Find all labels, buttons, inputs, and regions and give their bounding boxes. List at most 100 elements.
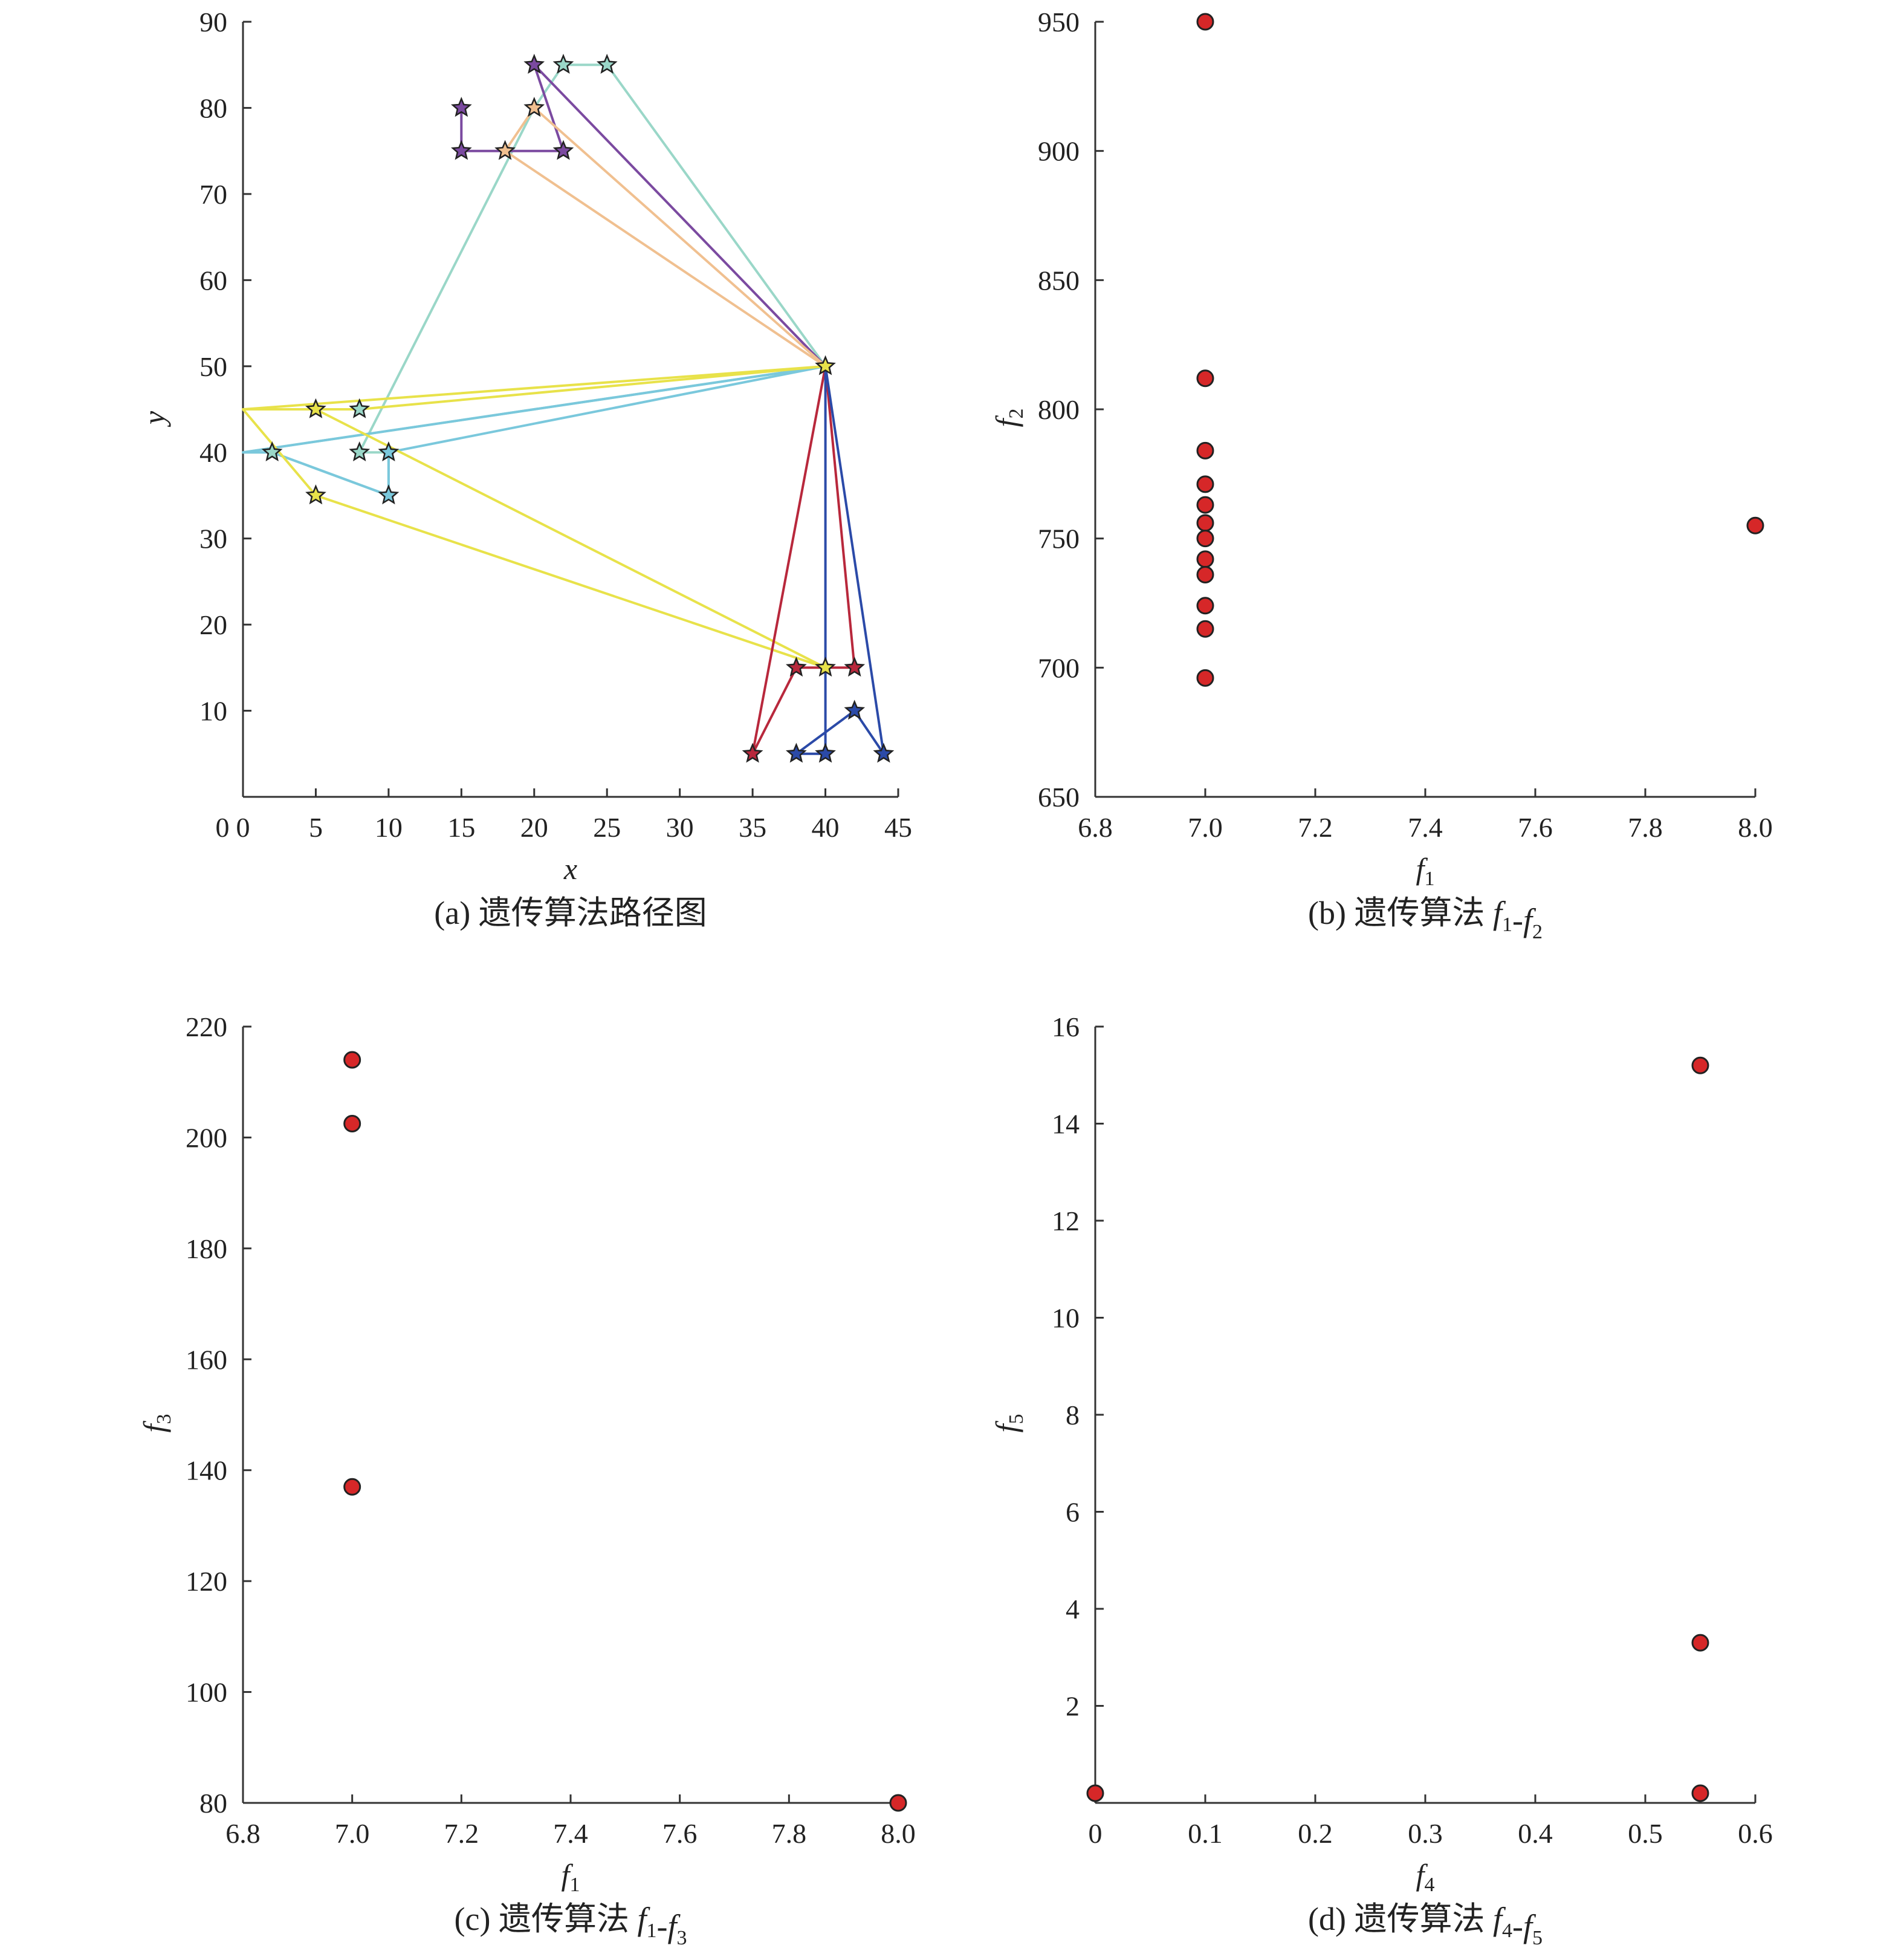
x-tick-label: 8.0 — [1738, 812, 1773, 843]
chart-c: 6.8 7.0 7.2 7.4 7.6 7.8 8.0 80 100 120 140 160 180 20… — [137, 1011, 916, 1948]
route-line-7 — [795, 366, 885, 755]
y-axis-label: f5 — [989, 1414, 1028, 1433]
y-tick-label: 850 — [1038, 265, 1080, 296]
x-tick-label: 7.4 — [1408, 812, 1443, 843]
x-tick-label: 0.3 — [1408, 1818, 1443, 1849]
y-axis-label-text: f3 — [137, 1414, 175, 1433]
y-axis-label: f3 — [137, 1414, 175, 1433]
x-axis-label-text: x — [563, 852, 577, 886]
x-axis-label: f4 — [1416, 1858, 1435, 1896]
x-axis-label-text: f4 — [1416, 1858, 1435, 1896]
y-tick-label: 20 — [199, 609, 227, 640]
x-tick-label: 7.0 — [1188, 812, 1223, 843]
data-point — [343, 1478, 361, 1496]
y-tick-label: 90 — [199, 7, 227, 37]
chart-caption: (a) 遗传算法路径图 — [434, 895, 707, 931]
y-axis-label-text: f2 — [989, 409, 1028, 427]
x-tick-label: 25 — [593, 812, 621, 843]
route-node — [552, 140, 574, 160]
y-tick-label: 6 — [1066, 1497, 1080, 1528]
x-tick-label: 45 — [884, 812, 912, 843]
x-tick-label: 7.0 — [335, 1818, 370, 1849]
route-node — [815, 355, 836, 375]
route-node — [523, 53, 545, 74]
x-tick-label: 6.8 — [225, 1818, 261, 1849]
y-axis-label-text: f5 — [989, 1414, 1028, 1433]
y-tick-label: 2 — [1066, 1691, 1080, 1722]
y-tick-label: 140 — [186, 1455, 227, 1486]
y-tick-label: 220 — [186, 1011, 227, 1042]
y-tick-label: 30 — [199, 524, 227, 554]
x-tick-label: 7.2 — [1298, 812, 1333, 843]
x-tick-label: 15 — [447, 812, 475, 843]
x-tick-label: 0.2 — [1298, 1818, 1333, 1849]
x-axis-label-text: f1 — [1416, 852, 1435, 890]
x-tick-label: 7.6 — [662, 1818, 698, 1849]
y-tick-label: 4 — [1066, 1594, 1080, 1625]
data-point — [1196, 475, 1214, 493]
data-point — [1196, 496, 1214, 514]
x-tick-label: 0.5 — [1628, 1818, 1663, 1849]
route-node — [451, 97, 472, 117]
y-tick-label: 10 — [199, 696, 227, 727]
route-node — [451, 140, 472, 160]
route-node — [844, 657, 866, 677]
y-tick-label: 12 — [1052, 1206, 1080, 1236]
data-point — [1196, 441, 1214, 459]
data-point — [1691, 1634, 1709, 1652]
data-point — [1196, 514, 1214, 532]
data-point — [889, 1794, 907, 1812]
route-node — [494, 140, 516, 160]
data-point — [1196, 550, 1214, 568]
origin-label: 0 — [216, 812, 230, 843]
data-point — [1086, 1784, 1104, 1802]
route-node — [873, 742, 895, 763]
x-tick-label: 6.8 — [1078, 812, 1113, 843]
data-point — [1691, 1784, 1709, 1802]
chart-caption: (c) 遗传算法 f1-f3 — [455, 1901, 687, 1948]
y-axis-label: f2 — [989, 409, 1028, 427]
x-tick-label: 10 — [375, 812, 403, 843]
y-tick-label: 14 — [1052, 1109, 1080, 1140]
route-node — [523, 97, 545, 117]
route-node — [378, 441, 400, 462]
x-tick-label: 7.8 — [772, 1818, 807, 1849]
route-node — [349, 441, 371, 462]
x-tick-label: 40 — [812, 812, 840, 843]
y-tick-label: 100 — [186, 1677, 227, 1708]
x-tick-label: 0 — [236, 812, 250, 843]
chart-caption: (b) 遗传算法 f1-f2 — [1308, 895, 1543, 943]
route-node — [596, 53, 618, 74]
x-axis-label: x — [563, 852, 577, 886]
data-point — [1691, 1056, 1709, 1074]
chart-b: 6.8 7.0 7.2 7.4 7.6 7.8 8.0 650 700 750 800 850 900 9… — [989, 7, 1773, 943]
chart-d: 0 0.1 0.2 0.3 0.4 0.5 0.6 2 4 6 8 10 12 14 16 f4 f5 (d) 遗… — [989, 1011, 1773, 1948]
y-tick-label: 80 — [199, 93, 227, 123]
chart-caption: (d) 遗传算法 f4-f5 — [1308, 1901, 1543, 1948]
y-axis-label: y — [137, 411, 171, 427]
route-node — [785, 657, 807, 677]
y-tick-label: 60 — [199, 265, 227, 296]
y-tick-label: 70 — [199, 179, 227, 210]
data-point — [1746, 516, 1764, 534]
y-axis-label-text: y — [137, 411, 171, 427]
route-node — [742, 742, 763, 763]
x-axis-label-text: f1 — [562, 1858, 580, 1896]
x-tick-label: 7.6 — [1518, 812, 1553, 843]
data-point — [1196, 597, 1214, 615]
chart-a: 0 5 10 15 20 25 30 35 40 45 10 20 30 40 50 60 70 80 90 0 x y (… — [137, 7, 912, 931]
x-tick-label: 7.2 — [444, 1818, 479, 1849]
data-point — [1196, 369, 1214, 388]
x-tick-label: 35 — [739, 812, 766, 843]
y-tick-label: 950 — [1038, 7, 1080, 37]
y-tick-label: 80 — [199, 1788, 227, 1819]
y-tick-label: 8 — [1066, 1400, 1080, 1430]
y-tick-label: 10 — [1052, 1303, 1080, 1334]
y-tick-label: 160 — [186, 1344, 227, 1375]
y-tick-label: 750 — [1038, 524, 1080, 554]
x-tick-label: 7.8 — [1628, 812, 1663, 843]
route-node — [305, 398, 326, 418]
route-line-1 — [242, 63, 827, 497]
y-tick-label: 50 — [199, 351, 227, 382]
